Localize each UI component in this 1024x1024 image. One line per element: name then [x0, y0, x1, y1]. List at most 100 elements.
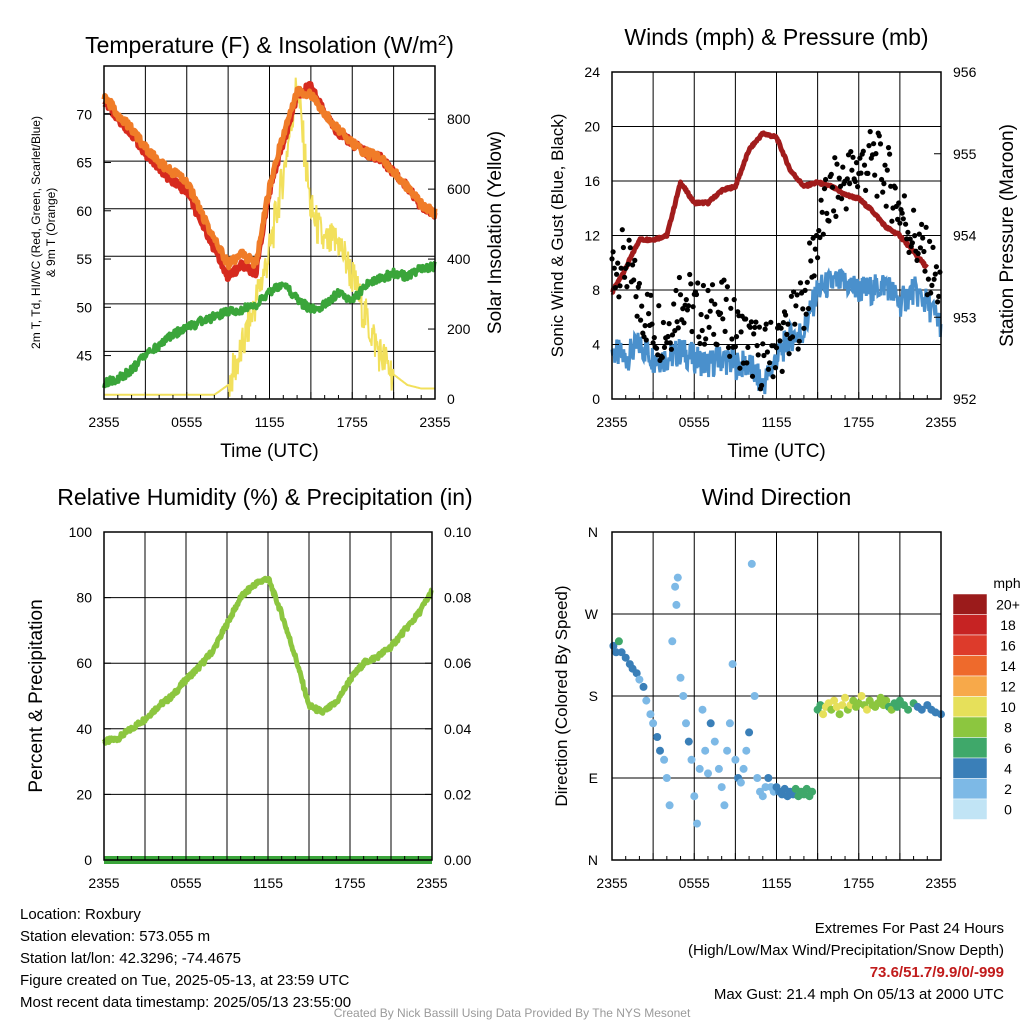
recent-data-text: Most recent data timestamp: 2025/05/13 2… [20, 994, 352, 1011]
gust-point [667, 340, 673, 346]
legend-label-10: 0 [1004, 801, 1012, 817]
y-axis-label-temperature-1: 2m T, Td, HI/WC (Red, Green, Scarlet/Blu… [29, 116, 43, 349]
gust-point [633, 294, 639, 300]
x-tick-label-2-4: 2355 [416, 875, 447, 891]
direction-point [731, 755, 740, 764]
gust-point [833, 213, 839, 219]
gust-point [738, 329, 744, 335]
y-tick-label-2-4: 80 [76, 590, 92, 606]
legend-swatch-5 [952, 696, 988, 718]
gust-point [834, 161, 840, 167]
direction-point [714, 764, 723, 773]
gust-point [872, 172, 878, 178]
gust-point [808, 258, 814, 264]
gust-point [634, 313, 640, 319]
gust-point [767, 360, 773, 366]
direction-point [684, 737, 693, 746]
gust-point [755, 352, 761, 358]
gust-point [697, 340, 703, 347]
max-gust-text: Max Gust: 21.4 mph On 05/13 at 2000 UTC [713, 986, 1004, 1003]
gust-point [817, 234, 823, 241]
gust-point [839, 196, 845, 202]
legend-label-2: 16 [1000, 637, 1016, 653]
gust-point [818, 197, 824, 203]
gust-point [915, 250, 921, 257]
gust-point [935, 299, 941, 305]
gust-point [693, 291, 700, 298]
gust-point [676, 274, 683, 281]
y-tick-label-0-0: 45 [76, 348, 92, 364]
gust-point [639, 303, 645, 309]
gust-point [914, 257, 920, 263]
gust-point [695, 280, 701, 286]
gust-point [754, 343, 760, 349]
direction-point [682, 719, 690, 728]
gust-point [651, 335, 657, 341]
legend-label-1: 18 [1000, 617, 1016, 633]
gust-point [916, 231, 922, 237]
gust-point [865, 170, 871, 176]
gust-point [705, 287, 711, 294]
direction-point [720, 801, 729, 810]
gust-point [714, 342, 720, 348]
direction-point [679, 692, 688, 700]
gust-point [791, 289, 797, 295]
x-tick-label-2-3: 1755 [334, 875, 365, 891]
direction-point [904, 705, 913, 714]
gust-point [882, 162, 888, 168]
gust-point [847, 181, 853, 187]
gust-point [611, 265, 617, 271]
gust-point [688, 281, 694, 287]
gust-point [780, 320, 787, 326]
direction-point [672, 600, 681, 609]
gust-point [684, 307, 691, 313]
y-tick-label-3-0: N [588, 852, 598, 868]
gust-point [622, 274, 628, 280]
direction-point [698, 705, 707, 714]
gust-point [711, 331, 717, 337]
y-tick-label-1-5: 20 [584, 119, 600, 135]
gust-point [848, 149, 854, 155]
legend-swatch-9 [952, 778, 988, 800]
gust-point [745, 344, 751, 350]
legend-swatch-3 [952, 655, 988, 677]
gust-point [896, 200, 902, 206]
legend-title: mph [993, 575, 1020, 591]
y-tick-label-0-5: 70 [76, 106, 92, 122]
gust-point [892, 185, 898, 191]
insolation-line [104, 77, 435, 397]
y-right-tick-label-1-4: 956 [953, 64, 977, 80]
direction-point [701, 746, 710, 755]
gust-point [932, 271, 938, 277]
y-tick-label-2-5: 100 [69, 524, 93, 540]
gust-point [768, 319, 774, 325]
gust-point [743, 316, 749, 322]
direction-point [687, 755, 696, 764]
gust-point [617, 283, 623, 289]
gust-point [672, 328, 678, 334]
gust-point [700, 282, 707, 289]
gust-point [748, 319, 755, 325]
elevation-text: Station elevation: 573.055 m [20, 928, 211, 945]
direction-point [656, 746, 664, 755]
gust-point [931, 276, 937, 282]
direction-point [750, 692, 759, 700]
direction-point [635, 675, 644, 684]
gust-point [794, 292, 800, 298]
gust-point [843, 206, 849, 212]
gust-point [789, 334, 796, 340]
direction-point [838, 701, 847, 710]
x-tick-label-3-4: 2355 [925, 875, 956, 891]
gust-point [760, 341, 766, 347]
gust-point [636, 280, 643, 287]
gust-point [770, 374, 776, 380]
legend-label-7: 6 [1004, 740, 1012, 756]
gust-point [616, 294, 622, 300]
gust-point [873, 151, 879, 157]
gust-point [666, 321, 672, 327]
gust-point [646, 311, 652, 317]
gust-point [661, 344, 668, 350]
gust-point [642, 323, 648, 329]
gust-point [671, 301, 677, 307]
extremes-values: 73.6/51.7/9.9/0/-999 [869, 964, 1004, 981]
